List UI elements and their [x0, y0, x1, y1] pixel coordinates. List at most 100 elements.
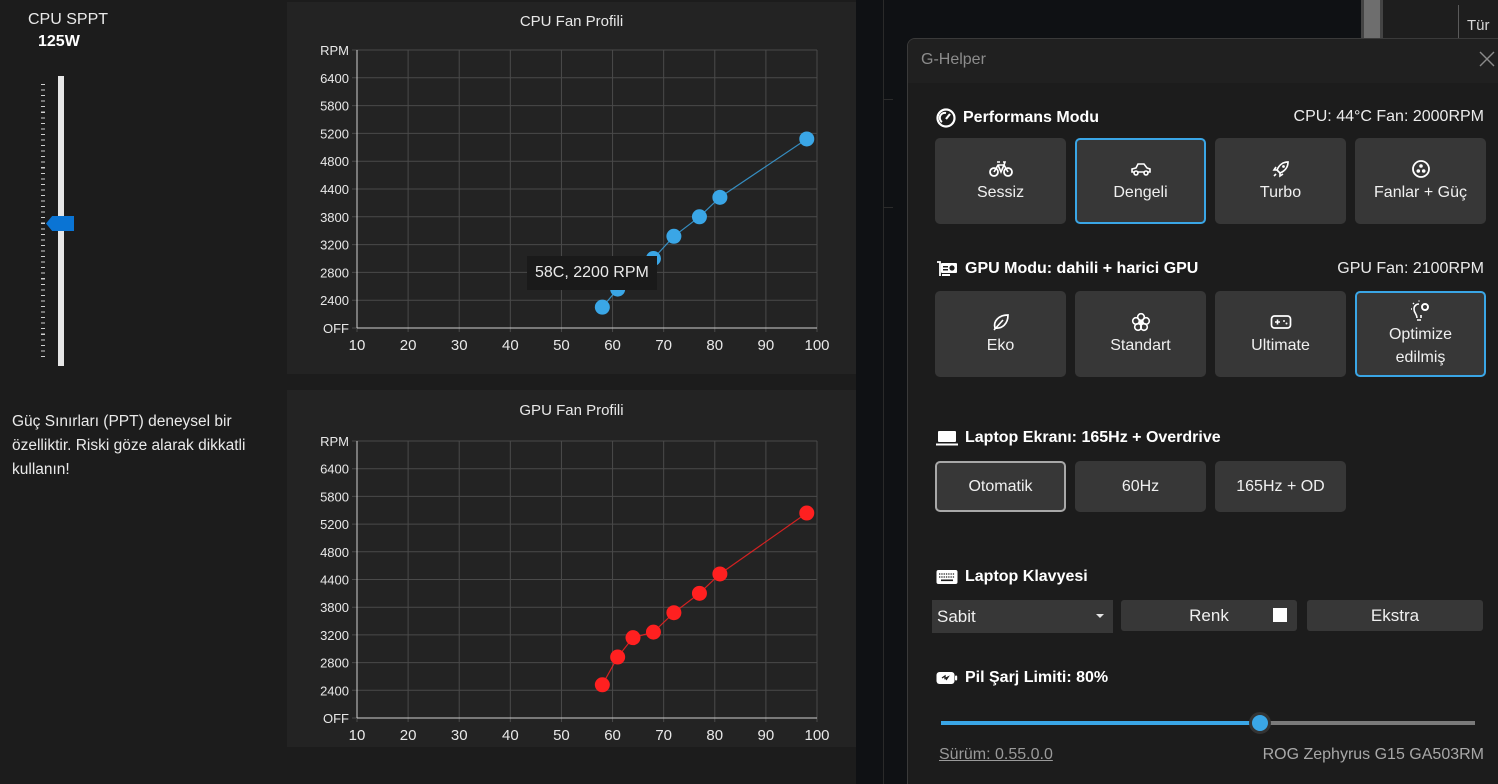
graphics-card-icon	[937, 261, 957, 276]
device-model: ROG Zephyrus G15 GA503RM	[1262, 746, 1484, 763]
svg-text:4800: 4800	[320, 154, 349, 169]
slider-ticks	[41, 84, 45, 358]
svg-text:40: 40	[502, 727, 519, 744]
background-column-separator	[1458, 5, 1459, 38]
svg-text:90: 90	[758, 727, 775, 744]
cpu-fan-curve-plot[interactable]: 10 20 30 40 50 60 70 80 90 100 OFF 2400 2800 3200 3800…	[287, 2, 856, 374]
button-label: Otomatik	[968, 478, 1033, 495]
laptop-keyboard-header: Laptop Klavyesi	[936, 568, 1088, 586]
bulb-gear-icon	[1410, 300, 1429, 321]
keyboard-icon	[936, 570, 958, 584]
background-column-header[interactable]: Tür	[1467, 17, 1490, 34]
svg-text:100: 100	[804, 337, 829, 354]
keyboard-extra-button[interactable]: Ekstra	[1307, 600, 1483, 631]
svg-text:40: 40	[502, 337, 519, 354]
screen-auto-button[interactable]: Otomatik	[935, 461, 1066, 512]
svg-text:100: 100	[804, 727, 829, 744]
fan-icon	[1411, 160, 1430, 178]
button-label: Renk	[1189, 605, 1229, 625]
svg-text:4800: 4800	[320, 545, 349, 560]
gpu-mode-header: GPU Modu: dahili + harici GPU	[936, 260, 1198, 278]
svg-text:30: 30	[451, 337, 468, 354]
dropdown-value: Sabit	[937, 607, 976, 626]
button-label-line2: edilmiş	[1395, 348, 1446, 366]
svg-text:50: 50	[553, 337, 570, 354]
background-window-header	[1383, 0, 1498, 38]
svg-text:10: 10	[349, 727, 366, 744]
laptop-icon	[936, 431, 958, 446]
button-label: 60Hz	[1121, 478, 1160, 495]
mode-silent-button[interactable]: Sessiz	[935, 138, 1066, 224]
ppt-warning-text: Güç Sınırları (PPT) deneysel bir özellik…	[12, 413, 246, 478]
svg-text:70: 70	[655, 337, 672, 354]
mode-turbo-button[interactable]: Turbo	[1215, 138, 1346, 224]
svg-text:2800: 2800	[320, 265, 349, 280]
cpu-sppt-label: CPU SPPT	[28, 11, 109, 28]
svg-text:5800: 5800	[320, 489, 349, 504]
svg-text:RPM: RPM	[320, 43, 349, 58]
svg-text:20: 20	[400, 337, 417, 354]
cpu-sppt-slider[interactable]	[40, 75, 80, 367]
svg-text:70: 70	[655, 727, 672, 744]
svg-text:2800: 2800	[320, 656, 349, 671]
cpu-fan-chart[interactable]: CPU Fan Profili 10 20 30 40 50 60 70 80 90 100 OFF…	[287, 2, 856, 374]
button-label: Sessiz	[976, 184, 1025, 201]
battery-charging-icon	[936, 672, 958, 684]
chart-tooltip: 58C, 2200 RPM	[527, 256, 657, 290]
svg-text:60: 60	[604, 727, 621, 744]
section-title: Performans Modu	[963, 109, 1100, 126]
laptop-screen-header: Laptop Ekranı: 165Hz + Overdrive	[936, 429, 1221, 447]
mode-fans-power-button[interactable]: Fanlar + Güç	[1355, 138, 1486, 224]
background-scrollbar[interactable]	[1361, 0, 1383, 38]
title-bar: G-Helper	[908, 39, 1498, 83]
bicycle-icon	[988, 161, 1013, 177]
leaf-icon	[992, 314, 1009, 331]
svg-text:5800: 5800	[320, 99, 349, 114]
mode-balanced-button[interactable]: Dengeli	[1075, 138, 1206, 224]
gpu-optimized-button[interactable]: Optimize edilmiş	[1355, 291, 1486, 377]
svg-text:4400: 4400	[320, 182, 349, 197]
cpu-status: CPU: 44°C Fan: 2000RPM	[1293, 108, 1484, 125]
svg-text:4400: 4400	[320, 573, 349, 588]
section-title: Laptop Klavyesi	[965, 568, 1088, 585]
cpu-sppt-value: 125W	[38, 33, 80, 50]
svg-text:6400: 6400	[320, 462, 349, 477]
screen-60hz-button[interactable]: 60Hz	[1075, 461, 1206, 512]
svg-text:30: 30	[451, 727, 468, 744]
gpu-fan-chart[interactable]: GPU Fan Profili 10 20 30 40 50 60 70 80 90 100 OFF…	[287, 390, 856, 747]
gpu-fan-curve-plot[interactable]: 10 20 30 40 50 60 70 80 90 100 OFF 2400 2800 3200 3800…	[287, 390, 856, 747]
svg-text:90: 90	[758, 337, 775, 354]
svg-text:20: 20	[400, 727, 417, 744]
version-link[interactable]: Sürüm: 0.55.0.0	[939, 746, 1053, 763]
button-label: 165Hz + OD	[1236, 478, 1325, 495]
gpu-ultimate-button[interactable]: Ultimate	[1215, 291, 1346, 377]
slider-thumb[interactable]	[1249, 712, 1271, 734]
section-title: Pil Şarj Limiti: 80%	[965, 669, 1109, 686]
gpu-fan-status: GPU Fan: 2100RPM	[1337, 260, 1484, 277]
slider-thumb[interactable]	[46, 216, 74, 231]
close-icon	[1479, 51, 1495, 67]
chevron-down-icon	[1096, 614, 1104, 618]
performance-mode-header: Performans Modu	[936, 108, 1099, 128]
button-label: Ultimate	[1251, 337, 1310, 354]
keyboard-color-button[interactable]: Renk	[1121, 600, 1297, 631]
battery-limit-slider[interactable]	[941, 711, 1475, 735]
background-divider	[883, 207, 893, 208]
screen-165hz-od-button[interactable]: 165Hz + OD	[1215, 461, 1346, 512]
keyboard-mode-dropdown[interactable]: Sabit	[932, 600, 1113, 633]
gamepad-icon	[1270, 315, 1291, 329]
speedometer-icon	[936, 108, 956, 128]
slider-track[interactable]	[1261, 721, 1475, 725]
svg-text:6400: 6400	[320, 71, 349, 86]
gpu-eco-button[interactable]: Eko	[935, 291, 1066, 377]
svg-text:3800: 3800	[320, 210, 349, 225]
section-title: GPU Modu: dahili + harici GPU	[965, 260, 1199, 277]
power-limits-panel: CPU SPPT 125W Güç Sınırları (PPT) deneys…	[0, 0, 285, 784]
gpu-standard-button[interactable]: Standart	[1075, 291, 1206, 377]
close-button[interactable]	[1477, 49, 1498, 71]
button-label: Ekstra	[1370, 605, 1420, 625]
window-title: G-Helper	[921, 51, 986, 68]
button-label: Dengeli	[1113, 184, 1168, 201]
svg-text:5200: 5200	[320, 517, 349, 532]
section-title: Laptop Ekranı: 165Hz + Overdrive	[965, 429, 1221, 446]
